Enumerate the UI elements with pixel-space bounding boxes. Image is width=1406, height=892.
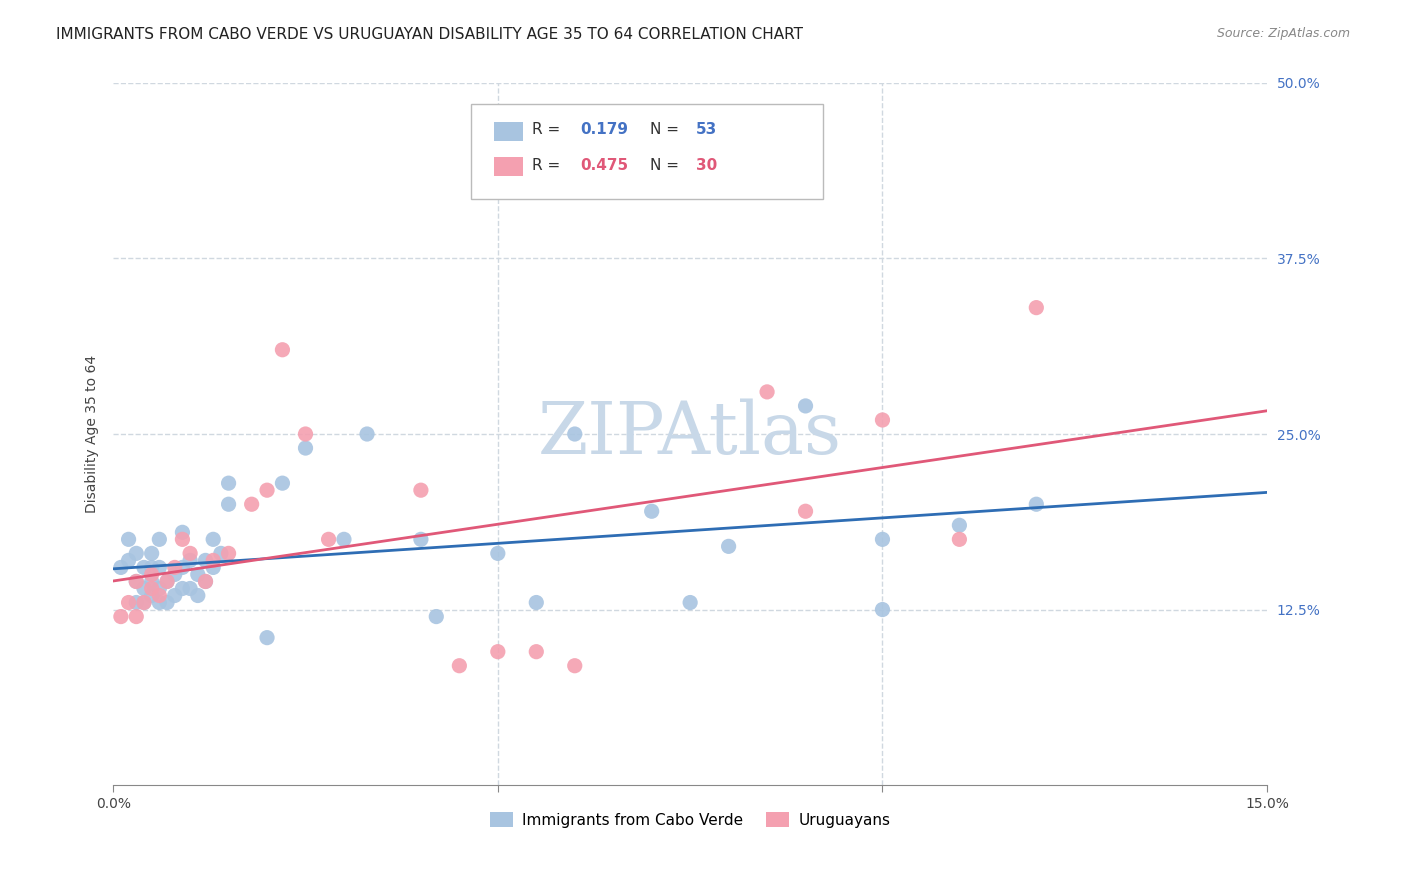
Point — [486, 645, 509, 659]
Point — [1025, 301, 1047, 315]
Point — [163, 589, 186, 603]
Point — [141, 574, 163, 589]
Point — [172, 533, 194, 547]
Point — [948, 518, 970, 533]
Point — [240, 497, 263, 511]
Text: 53: 53 — [696, 122, 717, 137]
Point — [125, 574, 148, 589]
Point — [202, 553, 225, 567]
Point — [425, 609, 447, 624]
Point — [179, 582, 201, 596]
Point — [218, 497, 240, 511]
Point — [271, 343, 294, 357]
Point — [110, 609, 132, 624]
Point — [125, 574, 148, 589]
Point — [187, 567, 209, 582]
Point — [564, 427, 586, 442]
Point — [156, 574, 179, 589]
Bar — [494, 157, 523, 176]
Y-axis label: Disability Age 35 to 64: Disability Age 35 to 64 — [86, 355, 100, 513]
Legend: Immigrants from Cabo Verde, Uruguayans: Immigrants from Cabo Verde, Uruguayans — [484, 805, 897, 834]
Point — [141, 589, 163, 603]
Point — [132, 582, 155, 596]
Point — [172, 582, 194, 596]
Point — [948, 533, 970, 547]
Point — [679, 595, 702, 609]
Point — [141, 560, 163, 574]
Text: 0.179: 0.179 — [581, 122, 628, 137]
Text: R =: R = — [531, 158, 561, 172]
Point — [333, 533, 356, 547]
Point — [794, 504, 817, 518]
Point — [218, 476, 240, 491]
Point — [148, 560, 170, 574]
Point — [524, 595, 547, 609]
Point — [202, 560, 225, 574]
Point — [449, 658, 471, 673]
Point — [141, 567, 163, 582]
Point — [156, 574, 179, 589]
Point — [194, 553, 217, 567]
Point — [756, 384, 779, 399]
Point — [163, 567, 186, 582]
Text: R =: R = — [531, 122, 561, 137]
Point — [872, 413, 894, 427]
Point — [148, 595, 170, 609]
Text: N =: N = — [650, 158, 679, 172]
Point — [194, 574, 217, 589]
Point — [132, 595, 155, 609]
Point — [132, 595, 155, 609]
Point — [172, 525, 194, 540]
Text: 30: 30 — [696, 158, 717, 172]
Bar — [494, 122, 523, 141]
Point — [132, 560, 155, 574]
Point — [117, 553, 139, 567]
Point — [148, 589, 170, 603]
Point — [141, 582, 163, 596]
Text: ZIPAtlas: ZIPAtlas — [538, 399, 842, 469]
Point — [202, 533, 225, 547]
Point — [409, 483, 432, 498]
FancyBboxPatch shape — [471, 104, 823, 199]
Text: N =: N = — [650, 122, 679, 137]
Point — [271, 476, 294, 491]
Point — [172, 560, 194, 574]
Point — [125, 609, 148, 624]
Text: 0.475: 0.475 — [581, 158, 628, 172]
Point — [179, 553, 201, 567]
Point — [256, 483, 278, 498]
Point — [163, 560, 186, 574]
Point — [218, 546, 240, 560]
Point — [117, 595, 139, 609]
Point — [872, 602, 894, 616]
Point — [794, 399, 817, 413]
Text: IMMIGRANTS FROM CABO VERDE VS URUGUAYAN DISABILITY AGE 35 TO 64 CORRELATION CHAR: IMMIGRANTS FROM CABO VERDE VS URUGUAYAN … — [56, 27, 803, 42]
Text: Source: ZipAtlas.com: Source: ZipAtlas.com — [1216, 27, 1350, 40]
Point — [117, 533, 139, 547]
Point — [1025, 497, 1047, 511]
Point — [409, 533, 432, 547]
Point — [110, 560, 132, 574]
Point — [356, 427, 378, 442]
Point — [524, 645, 547, 659]
Point — [564, 658, 586, 673]
Point — [872, 533, 894, 547]
Point — [194, 574, 217, 589]
Point — [256, 631, 278, 645]
Point — [641, 504, 664, 518]
Point — [294, 441, 316, 455]
Point — [148, 582, 170, 596]
Point — [125, 595, 148, 609]
Point — [156, 595, 179, 609]
Point — [179, 546, 201, 560]
Point — [294, 427, 316, 442]
Point — [187, 589, 209, 603]
Point — [209, 546, 232, 560]
Point — [318, 533, 340, 547]
Point — [125, 546, 148, 560]
Point — [717, 540, 740, 554]
Point — [486, 546, 509, 560]
Point — [141, 546, 163, 560]
Point — [148, 533, 170, 547]
